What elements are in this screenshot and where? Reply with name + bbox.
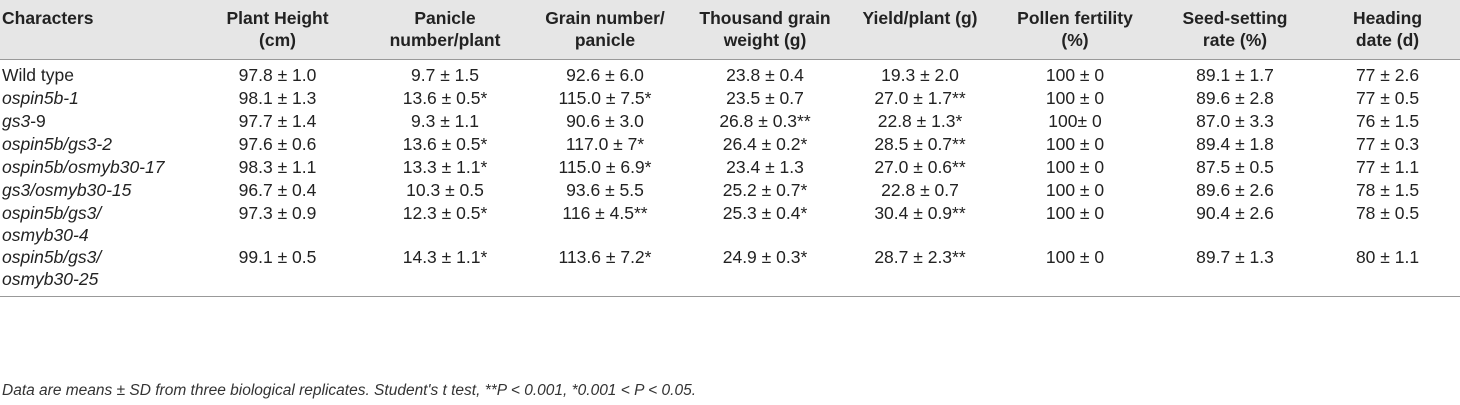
header-yield-plant: Yield/plant (g) <box>845 0 995 60</box>
cell-heading-date: 77 ± 2.6 <box>1355 65 1420 85</box>
header-seed-setting-rate: Seed-setting rate (%) <box>1155 0 1315 60</box>
header-thousand-grain-weight: Thousand grain weight (g) <box>685 0 845 60</box>
cell-grain-number: 113.6 ± 7.2* <box>525 246 685 297</box>
table-row: ospin5b/gs3/osmyb30-25 99.1 ± 0.5 14.3 ±… <box>0 246 1460 297</box>
table-footnote: Data are means ± SD from three biologica… <box>2 382 696 399</box>
cell-heading-date: 77 ± 1.1 <box>1355 157 1420 177</box>
cell-panicle-number: 9.7 ± 1.5 <box>411 65 479 85</box>
row-label: ospin5b/gs3/osmyb30-4 <box>2 203 102 245</box>
cell-seed-setting-rate: 89.1 ± 1.7 <box>1196 65 1274 85</box>
row-label: Wild type <box>2 65 74 85</box>
cell-heading-date: 77 ± 0.3 <box>1355 134 1420 154</box>
header-characters: Characters <box>0 0 190 60</box>
cell-grain-number: 92.6 ± 6.0 <box>566 65 644 85</box>
header-heading-date: Heading date (d) <box>1315 0 1460 60</box>
cell-plant-height: 96.7 ± 0.4 <box>238 180 317 200</box>
cell-pollen-fertility: 100 ± 0 <box>995 246 1155 297</box>
table-row: gs3-9 97.7 ± 1.4 9.3 ± 1.1 90.6 ± 3.0 26… <box>0 110 1460 133</box>
cell-seed-setting-rate: 89.7 ± 1.3 <box>1155 246 1315 297</box>
cell-panicle-number: 13.3 ± 1.1* <box>402 157 488 177</box>
cell-thousand-grain-weight: 23.4 ± 1.3 <box>726 157 804 177</box>
cell-yield-plant: 22.8 ± 0.7 <box>881 180 959 200</box>
cell-panicle-number: 10.3 ± 0.5 <box>406 180 484 200</box>
cell-seed-setting-rate: 87.0 ± 3.3 <box>1196 111 1274 131</box>
cell-thousand-grain-weight: 23.8 ± 0.4 <box>726 65 804 85</box>
data-table: Characters Plant Height (cm) Panicle numbe… <box>0 0 1460 297</box>
cell-grain-number: 115.0 ± 7.5* <box>558 88 652 108</box>
cell-pollen-fertility: 100 ± 0 <box>1045 180 1105 200</box>
header-grain-number: Grain number/panicle <box>525 0 685 60</box>
cell-panicle-number: 12.3 ± 0.5* <box>402 203 488 223</box>
row-label: gs3/osmyb30-15 <box>2 180 132 200</box>
cell-pollen-fertility: 100 ± 0 <box>1045 65 1105 85</box>
header-pollen-fertility: Pollen fertility (%) <box>995 0 1155 60</box>
cell-panicle-number: 13.6 ± 0.5* <box>402 88 488 108</box>
row-label: ospin5b/gs3-2 <box>2 134 112 154</box>
cell-yield-plant: 27.0 ± 1.7** <box>874 88 966 108</box>
cell-seed-setting-rate: 87.5 ± 0.5 <box>1196 157 1274 177</box>
cell-yield-plant: 19.3 ± 2.0 <box>881 65 959 85</box>
cell-grain-number: 117.0 ± 7* <box>565 134 645 154</box>
cell-grain-number: 115.0 ± 6.9* <box>558 157 652 177</box>
cell-plant-height: 99.1 ± 0.5 <box>190 246 365 297</box>
cell-panicle-number: 14.3 ± 1.1* <box>365 246 525 297</box>
cell-plant-height: 97.8 ± 1.0 <box>238 65 317 85</box>
cell-thousand-grain-weight: 24.9 ± 0.3* <box>685 246 845 297</box>
cell-pollen-fertility: 100 ± 0 <box>1045 88 1105 108</box>
cell-heading-date: 78 ± 0.5 <box>1355 203 1420 223</box>
cell-seed-setting-rate: 89.4 ± 1.8 <box>1196 134 1274 154</box>
cell-yield-plant: 30.4 ± 0.9** <box>874 203 966 223</box>
table-row: gs3/osmyb30-15 96.7 ± 0.4 10.3 ± 0.5 93.… <box>0 179 1460 202</box>
header-plant-height: Plant Height (cm) <box>190 0 365 60</box>
cell-yield-plant: 28.7 ± 2.3** <box>845 246 995 297</box>
row-label: ospin5b/gs3/osmyb30-25 <box>0 246 190 297</box>
cell-plant-height: 97.7 ± 1.4 <box>238 111 317 131</box>
cell-heading-date: 80 ± 1.1 <box>1315 246 1460 297</box>
cell-grain-number: 90.6 ± 3.0 <box>566 111 644 131</box>
cell-pollen-fertility: 100 ± 0 <box>1045 203 1105 223</box>
cell-grain-number: 93.6 ± 5.5 <box>566 180 644 200</box>
cell-seed-setting-rate: 89.6 ± 2.6 <box>1196 180 1274 200</box>
cell-plant-height: 97.3 ± 0.9 <box>238 203 317 223</box>
cell-panicle-number: 13.6 ± 0.5* <box>402 134 488 154</box>
cell-panicle-number: 9.3 ± 1.1 <box>411 111 479 131</box>
cell-yield-plant: 22.8 ± 1.3* <box>877 111 963 131</box>
cell-yield-plant: 27.0 ± 0.6** <box>874 157 966 177</box>
header-row: Characters Plant Height (cm) Panicle numbe… <box>0 0 1460 60</box>
row-label: gs3-9 <box>2 111 46 131</box>
cell-pollen-fertility: 100 ± 0 <box>1045 157 1105 177</box>
cell-thousand-grain-weight: 25.2 ± 0.7* <box>722 180 808 200</box>
header-panicle-number: Panicle number/plant <box>365 0 525 60</box>
cell-grain-number: 116 ± 4.5** <box>562 203 648 223</box>
cell-heading-date: 76 ± 1.5 <box>1355 111 1420 131</box>
cell-heading-date: 78 ± 1.5 <box>1355 180 1420 200</box>
table-row: ospin5b/gs3-2 97.6 ± 0.6 13.6 ± 0.5* 117… <box>0 133 1460 156</box>
cell-plant-height: 98.3 ± 1.1 <box>238 157 317 177</box>
cell-yield-plant: 28.5 ± 0.7** <box>874 134 966 154</box>
cell-plant-height: 97.6 ± 0.6 <box>238 134 317 154</box>
table-row: ospin5b/osmyb30-17 98.3 ± 1.1 13.3 ± 1.1… <box>0 156 1460 179</box>
cell-seed-setting-rate: 89.6 ± 2.8 <box>1196 88 1274 108</box>
cell-seed-setting-rate: 90.4 ± 2.6 <box>1196 203 1274 223</box>
cell-plant-height: 98.1 ± 1.3 <box>238 88 317 108</box>
cell-heading-date: 77 ± 0.5 <box>1355 88 1420 108</box>
table-row: ospin5b/gs3/osmyb30-4 97.3 ± 0.9 12.3 ± … <box>0 202 1460 246</box>
cell-pollen-fertility: 100± 0 <box>1048 111 1102 131</box>
row-label: ospin5b/osmyb30-17 <box>2 157 165 177</box>
cell-thousand-grain-weight: 26.8 ± 0.3** <box>719 111 811 131</box>
cell-thousand-grain-weight: 23.5 ± 0.7 <box>726 88 804 108</box>
cell-thousand-grain-weight: 26.4 ± 0.2* <box>722 134 808 154</box>
cell-thousand-grain-weight: 25.3 ± 0.4* <box>722 203 808 223</box>
table-row: ospin5b-1 98.1 ± 1.3 13.6 ± 0.5* 115.0 ±… <box>0 87 1460 110</box>
table-row: Wild type 97.8 ± 1.0 9.7 ± 1.5 92.6 ± 6.… <box>0 60 1460 88</box>
row-label: ospin5b-1 <box>2 88 79 108</box>
cell-pollen-fertility: 100 ± 0 <box>1045 134 1105 154</box>
